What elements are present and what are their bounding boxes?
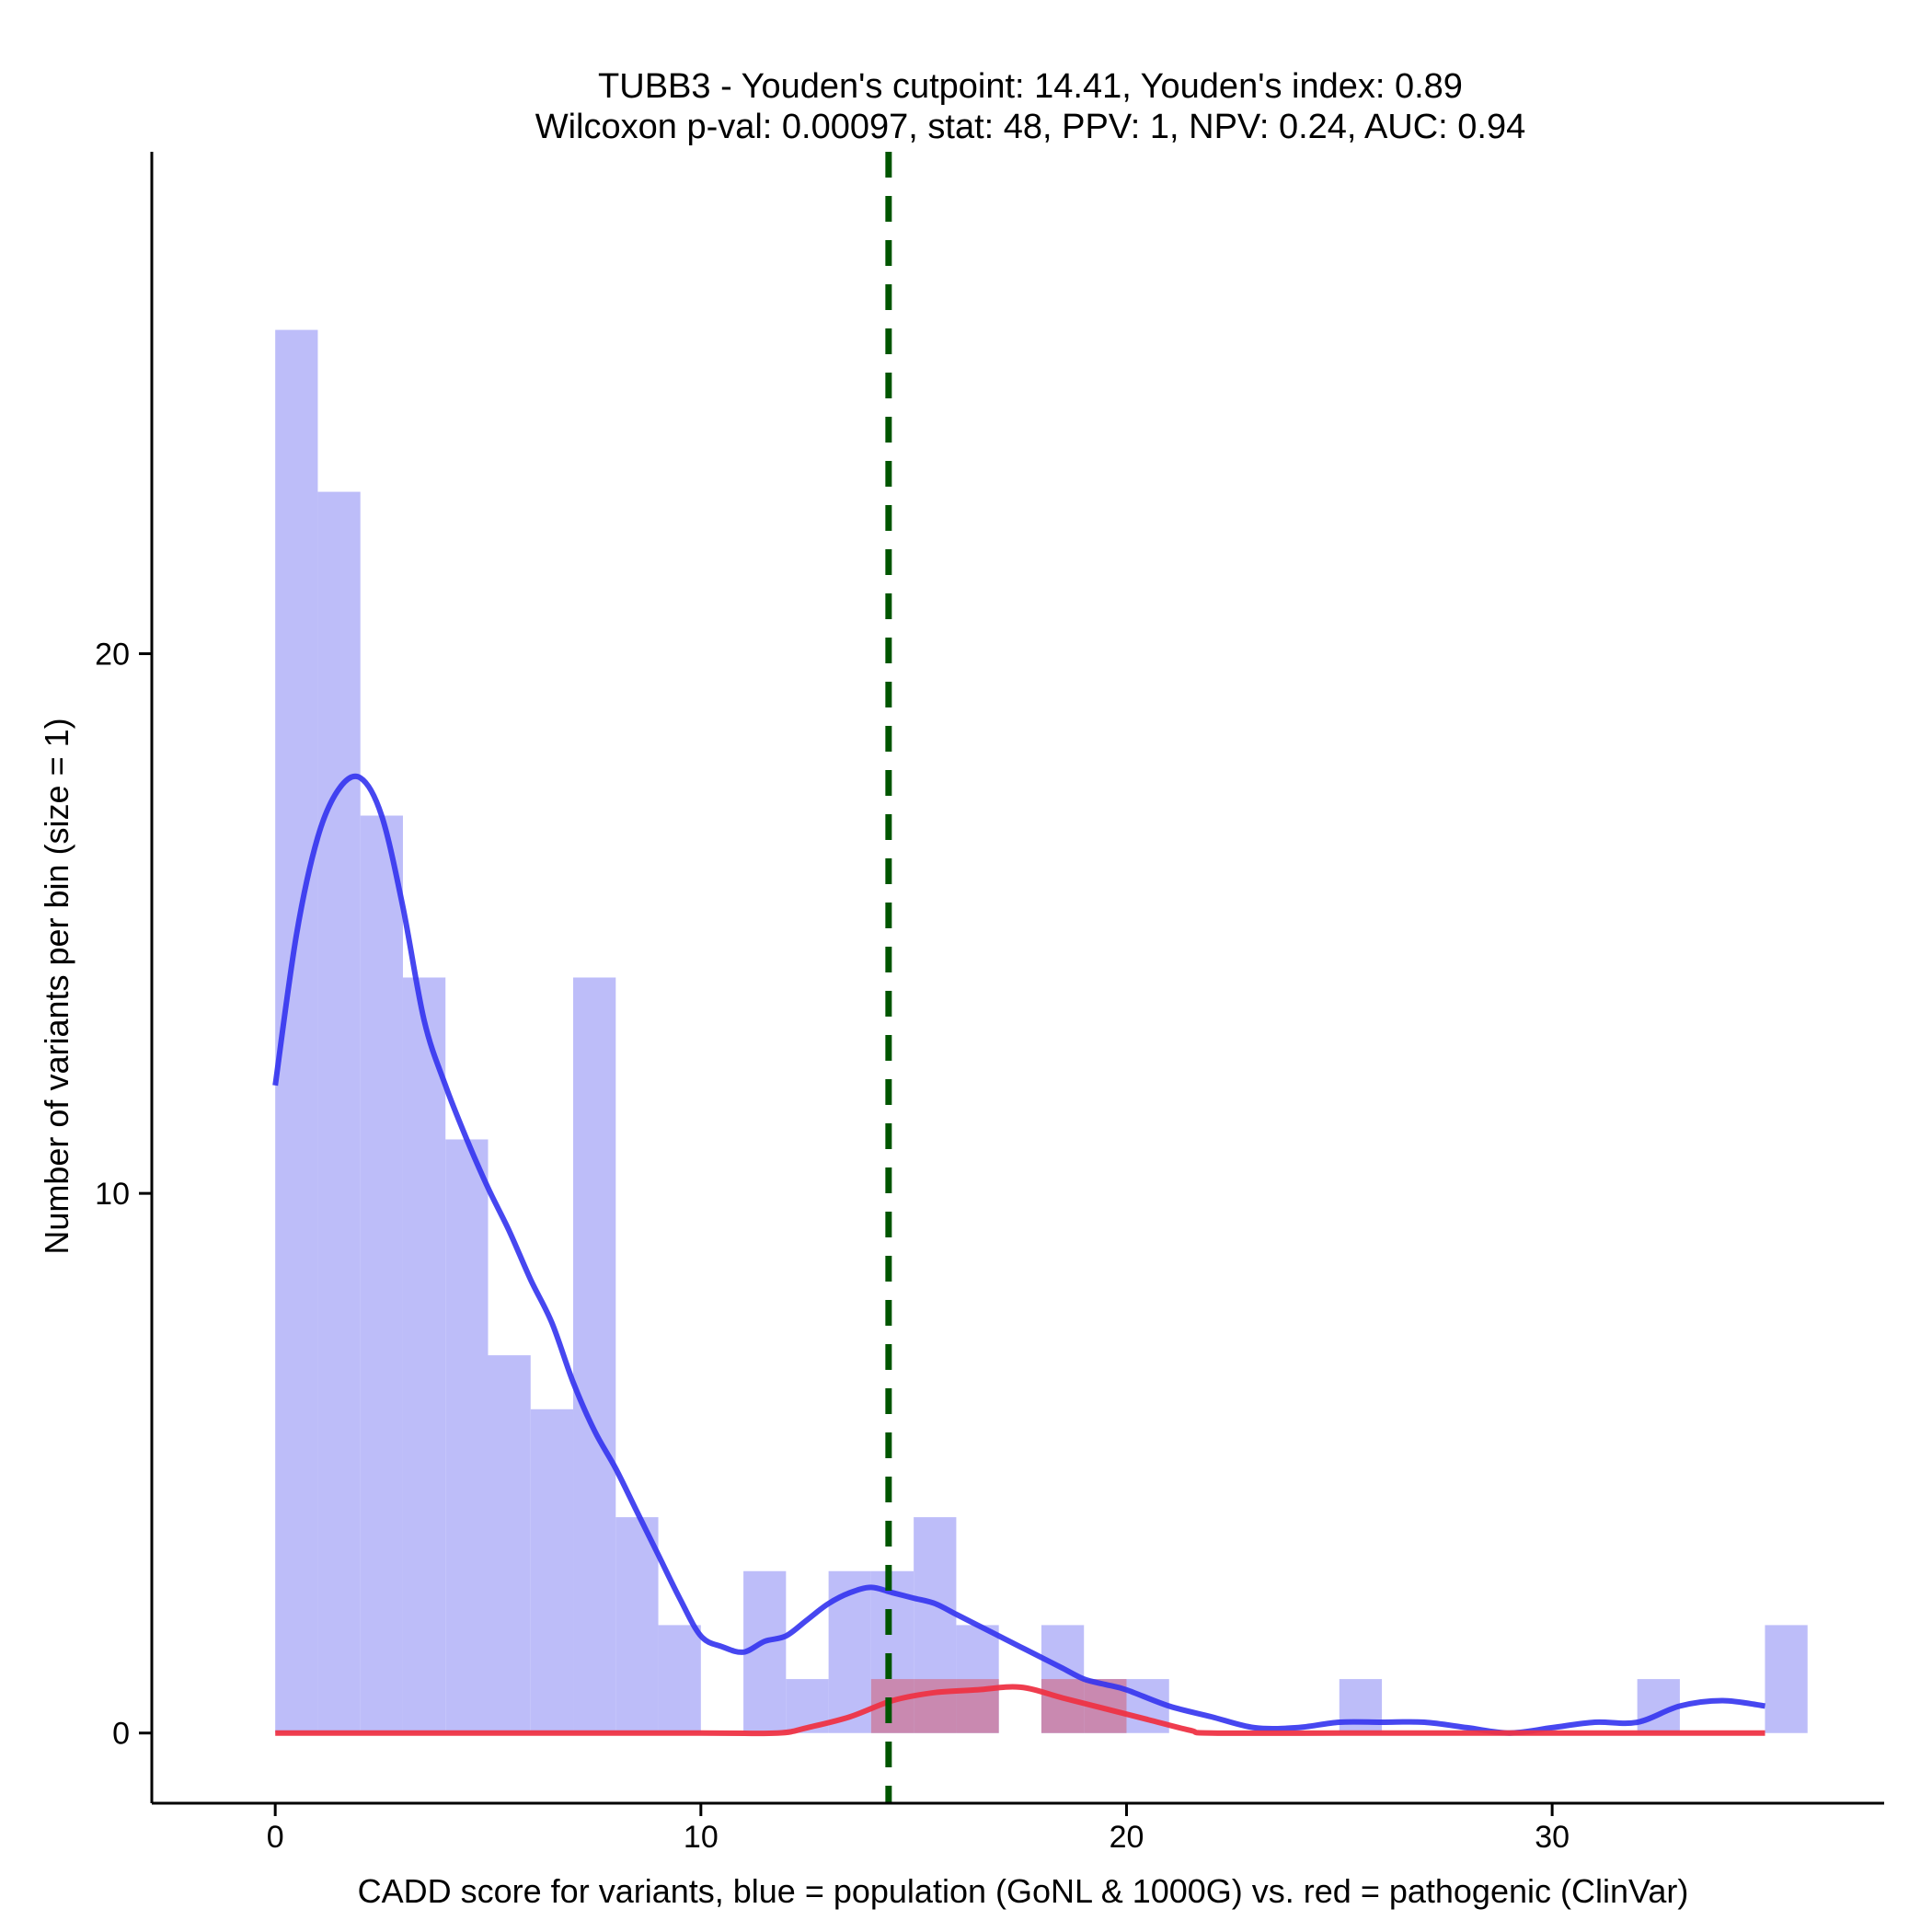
chart-title-line-1: TUBB3 - Youden's cutpoint: 14.41, Youden… [598,67,1463,106]
population-bars [275,329,1808,1733]
population-bar [360,815,403,1733]
x-tick-label: 30 [1535,1820,1570,1855]
population-bar [1339,1679,1383,1733]
chart-title-line-2: Wilcoxon p-val: 0.00097, stat: 48, PPV: … [535,108,1526,146]
pathogenic-density-line [275,1684,1765,1737]
population-bar [488,1355,531,1733]
density-curves [272,773,1765,1737]
population-bar [317,491,361,1733]
x-tick-label: 0 [267,1820,284,1855]
population-bar [615,1517,659,1733]
y-axis-title: Number of variants per bin (size = 1) [38,718,75,1254]
x-tick-label: 20 [1110,1820,1144,1855]
population-bar [445,1139,489,1733]
x-axis-title: CADD score for variants, blue = populati… [358,1872,1689,1910]
y-tick-label: 20 [95,638,130,673]
pathogenic-bar [1041,1679,1085,1733]
y-tick-label: 10 [95,1177,130,1212]
pathogenic-bar [914,1679,957,1733]
x-tick-label: 10 [684,1820,719,1855]
y-tick-label: 0 [112,1717,130,1752]
axes: 0 10 20 30 0 10 20 [95,152,1884,1855]
population-bar [530,1409,574,1733]
population-bar [573,977,616,1733]
population-bar [658,1625,701,1733]
population-bar [1765,1625,1808,1733]
population-density-line [272,773,1765,1736]
population-bar [402,977,446,1733]
